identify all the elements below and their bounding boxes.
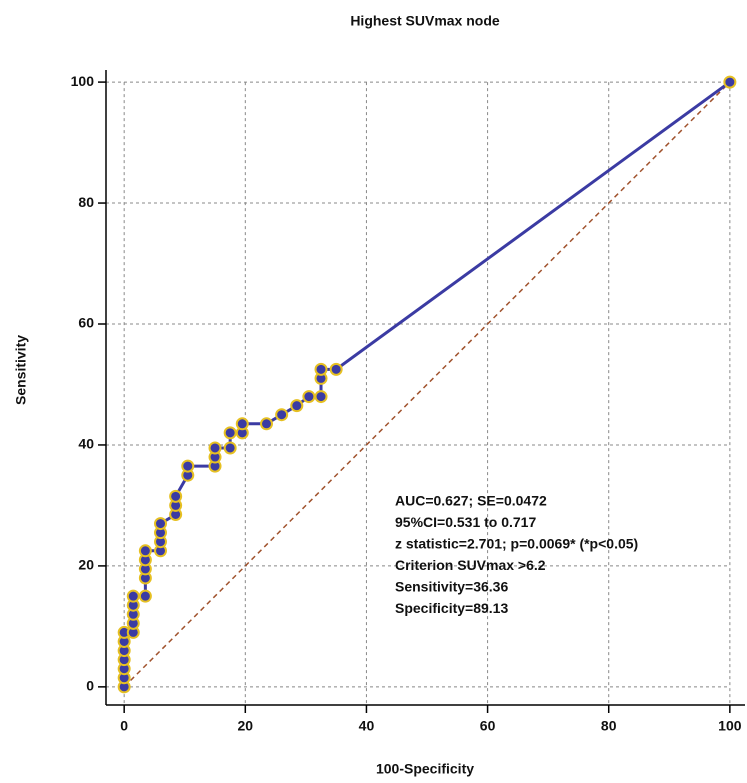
y-tick-label: 80: [78, 194, 94, 210]
y-tick-label: 100: [71, 73, 95, 89]
roc-point: [314, 362, 328, 376]
roc-point: [235, 417, 249, 431]
annotation: 95%CI=0.531 to 0.717: [395, 514, 536, 530]
roc-point: [208, 441, 222, 455]
y-tick-label: 20: [78, 557, 94, 573]
y-tick-label: 60: [78, 315, 94, 331]
roc-point: [223, 441, 237, 455]
roc-point: [181, 459, 195, 473]
roc-point: [154, 517, 168, 531]
roc-point: [169, 489, 183, 503]
annotation: Specificity=89.13: [395, 600, 508, 616]
x-tick-label: 80: [601, 718, 617, 734]
roc-point: [723, 75, 737, 89]
x-tick-label: 100: [718, 718, 742, 734]
y-axis-label: Sensitivity: [13, 335, 29, 405]
x-tick-label: 40: [359, 718, 375, 734]
roc-point: [260, 417, 274, 431]
chart-title: Highest SUVmax node: [350, 13, 500, 29]
annotation: Sensitivity=36.36: [395, 579, 508, 595]
x-tick-label: 60: [480, 718, 496, 734]
roc-point: [223, 426, 237, 440]
annotation: AUC=0.627; SE=0.0472: [395, 493, 547, 509]
x-tick-label: 20: [238, 718, 254, 734]
roc-point: [126, 589, 140, 603]
annotation: Criterion SUVmax >6.2: [395, 557, 546, 573]
roc-point: [302, 390, 316, 404]
roc-point: [138, 589, 152, 603]
reference-line: [123, 81, 731, 688]
y-tick-label: 40: [78, 436, 94, 452]
annotation: z statistic=2.701; p=0.0069* (*p<0.05): [395, 536, 638, 552]
roc-point: [290, 399, 304, 413]
roc-point: [314, 390, 328, 404]
roc-point: [138, 544, 152, 558]
roc-point: [329, 362, 343, 376]
x-tick-label: 0: [120, 718, 128, 734]
roc-point: [275, 408, 289, 422]
y-tick-label: 0: [86, 678, 94, 694]
x-axis-label: 100-Specificity: [376, 761, 474, 777]
